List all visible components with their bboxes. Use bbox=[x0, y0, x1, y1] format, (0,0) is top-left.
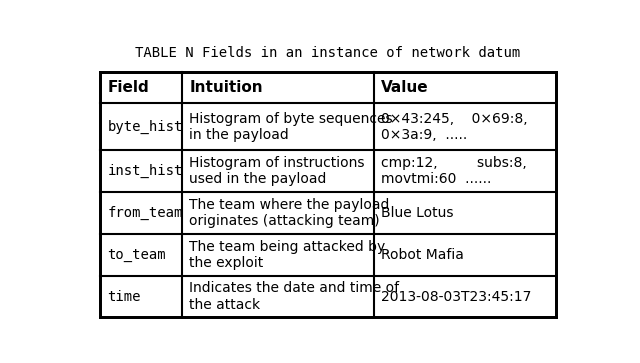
Text: Intuition: Intuition bbox=[189, 80, 263, 95]
Text: 2013-08-03T23:45:17: 2013-08-03T23:45:17 bbox=[381, 290, 531, 303]
Text: to_team: to_team bbox=[108, 248, 166, 262]
Text: Indicates the date and time of
the attack: Indicates the date and time of the attac… bbox=[189, 281, 399, 312]
Text: 0×43:245,    0×69:8,
0×3a:9,  .....: 0×43:245, 0×69:8, 0×3a:9, ..... bbox=[381, 112, 528, 142]
Text: Value: Value bbox=[381, 80, 429, 95]
Text: Histogram of instructions
used in the payload: Histogram of instructions used in the pa… bbox=[189, 156, 365, 186]
Text: Histogram of byte sequences
in the payload: Histogram of byte sequences in the paylo… bbox=[189, 112, 393, 142]
Text: time: time bbox=[108, 290, 141, 303]
Text: TABLE N Fields in an instance of network datum: TABLE N Fields in an instance of network… bbox=[136, 46, 520, 60]
Text: cmp:12,         subs:8,
movtmi:60  ......: cmp:12, subs:8, movtmi:60 ...... bbox=[381, 156, 527, 186]
Text: Blue Lotus: Blue Lotus bbox=[381, 206, 454, 220]
Text: The team where the payload
originates (attacking team): The team where the payload originates (a… bbox=[189, 198, 390, 228]
Text: Robot Mafia: Robot Mafia bbox=[381, 248, 464, 262]
Bar bbox=[100, 72, 556, 318]
Text: from_team: from_team bbox=[108, 206, 182, 220]
Text: byte_hist: byte_hist bbox=[108, 120, 182, 134]
Text: The team being attacked by
the exploit: The team being attacked by the exploit bbox=[189, 240, 386, 270]
Text: inst_hist: inst_hist bbox=[108, 164, 182, 178]
Text: Field: Field bbox=[108, 80, 149, 95]
